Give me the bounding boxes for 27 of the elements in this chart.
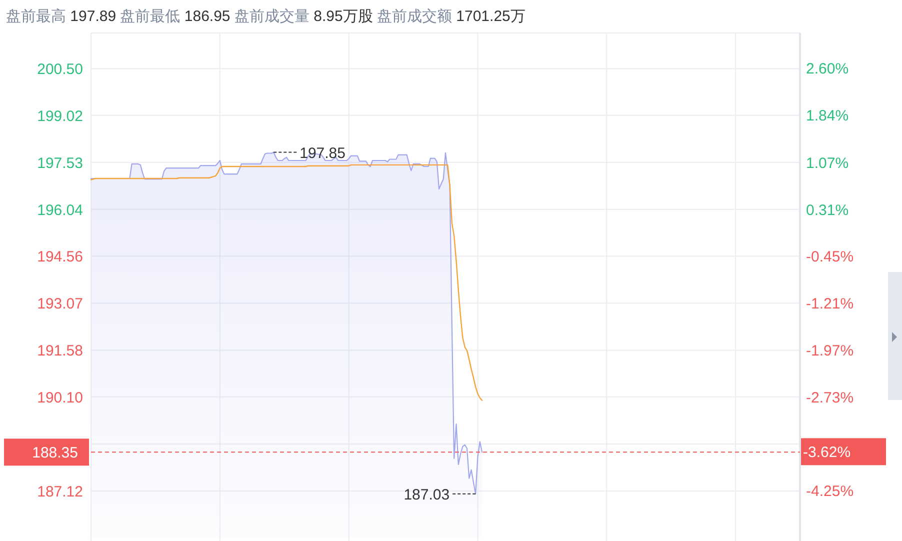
y2-tick-label: -4.25% (806, 483, 854, 500)
value-label: 187.03 (404, 486, 476, 504)
y-tick-label: 190.10 (37, 389, 83, 406)
ref-line-label: 188.35 (4, 438, 89, 466)
y2-tick-label: -1.21% (806, 296, 854, 313)
y-tick-label: 194.56 (37, 248, 83, 266)
y2-tick-label: 1.07% (806, 154, 849, 172)
y2-tick-label: 2.60% (806, 60, 849, 78)
y2-tick-label: 0.31% (806, 202, 849, 219)
y-tick-label: 197.53 (37, 154, 83, 172)
data-label: 187.03 (404, 486, 450, 504)
y2-current-label: -3.62% (801, 438, 886, 466)
y-tick-label: 187.12 (37, 483, 83, 500)
y2-tick-label: -1.97% (806, 342, 854, 360)
value-label: 197.85 (273, 144, 346, 162)
y-tick-label: 191.58 (37, 342, 83, 360)
y-tick-label: 196.04 (37, 202, 83, 219)
y-tick-label: 193.07 (37, 296, 83, 313)
y2-tick-label: -2.73% (806, 389, 854, 406)
y-tick-label: 199.02 (37, 108, 83, 125)
y2-tick-label: 1.84% (806, 108, 849, 124)
ref-line-label: 188.35 (32, 444, 78, 462)
y-tick-label: 200.50 (37, 61, 83, 78)
data-label: 197.85 (300, 144, 346, 162)
y2-tick-label: -0.45% (806, 248, 854, 266)
y2-tick-label: -3.62% (803, 444, 851, 462)
title: 盘前最高 197.89 盘前最低 186.95 盘前成交量 8.95万股 盘前成交额 1701.25万 (6, 8, 526, 25)
